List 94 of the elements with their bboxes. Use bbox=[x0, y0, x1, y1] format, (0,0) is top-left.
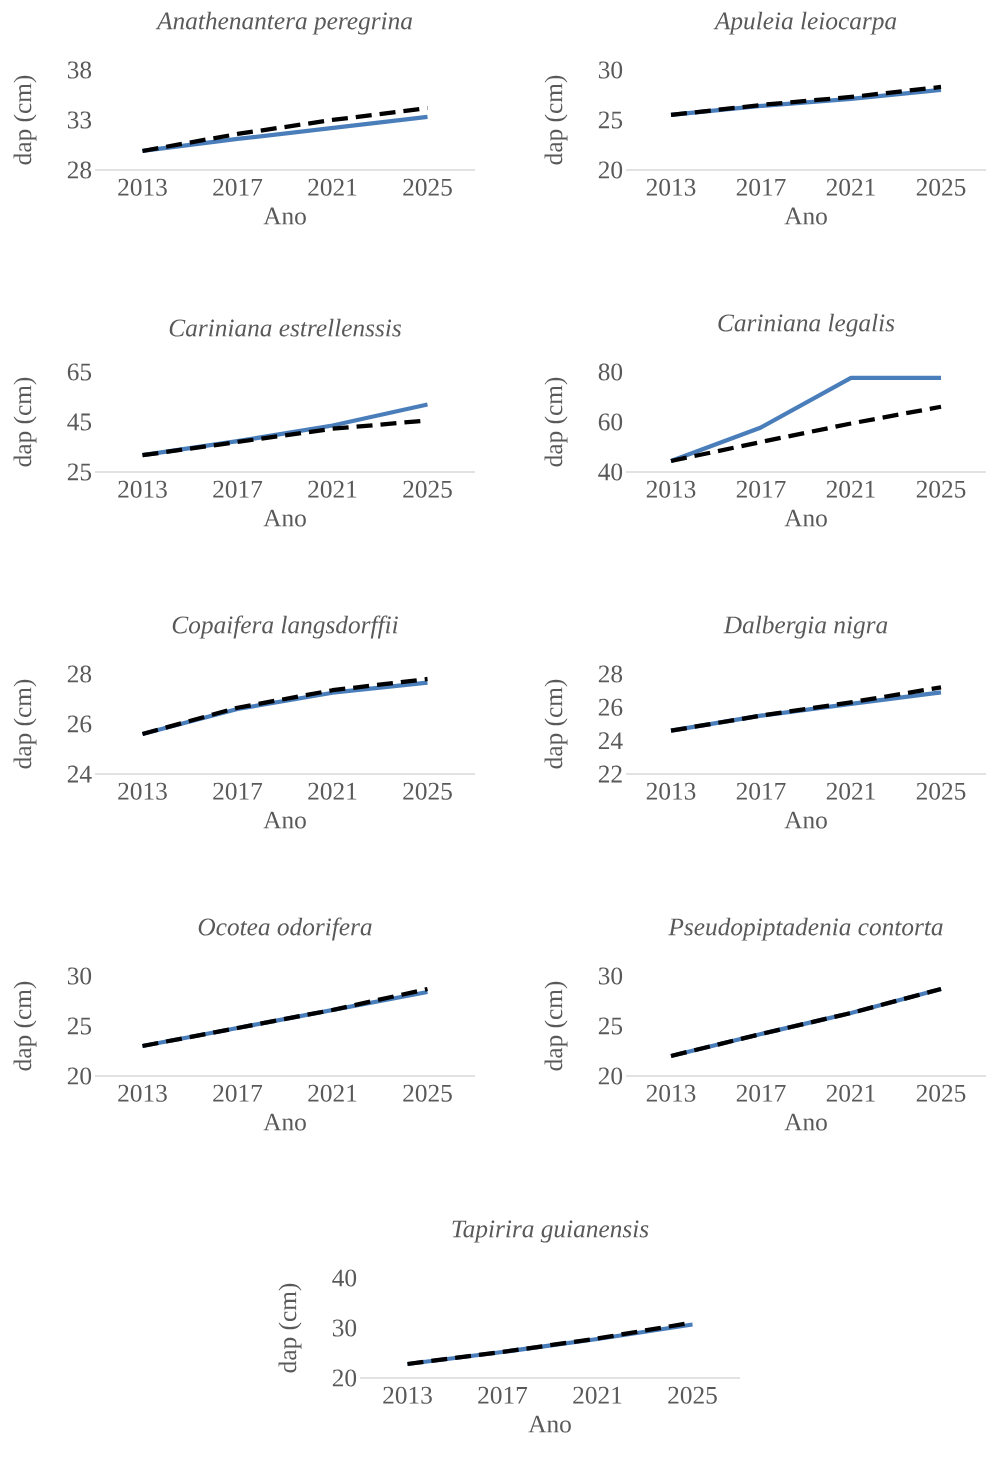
y-axis-title: dap (cm) bbox=[544, 981, 568, 1071]
y-tick-label: 25 bbox=[598, 111, 623, 129]
y-tick-label: 30 bbox=[332, 1319, 357, 1337]
x-tick-label: 2017 bbox=[213, 178, 263, 196]
x-tick-label: 2013 bbox=[383, 1386, 432, 1404]
x-tick-label: 2013 bbox=[118, 480, 167, 498]
chart-title: Anathenantera peregrina bbox=[155, 11, 412, 35]
x-tick-label: 2013 bbox=[646, 480, 696, 498]
x-axis-title: Ano bbox=[528, 1415, 571, 1433]
y-tick-label: 40 bbox=[332, 1269, 357, 1287]
y-tick-label: 28 bbox=[67, 665, 92, 683]
chart-title: Apuleia leiocarpa bbox=[713, 11, 897, 35]
x-tick-label: 2025 bbox=[403, 178, 452, 196]
x-tick-label: 2025 bbox=[403, 1084, 452, 1102]
y-axis-title: dap (cm) bbox=[544, 377, 568, 467]
y-tick-label: 22 bbox=[598, 765, 622, 783]
x-axis-title: Ano bbox=[263, 1113, 306, 1131]
x-tick-label: 2025 bbox=[916, 480, 966, 498]
x-tick-label: 2021 bbox=[308, 178, 357, 196]
x-axis-title: Ano bbox=[784, 1113, 827, 1131]
x-tick-label: 2025 bbox=[916, 178, 966, 196]
y-tick-label: 25 bbox=[67, 463, 92, 481]
x-axis-title: Ano bbox=[263, 509, 306, 527]
x-tick-label: 2017 bbox=[478, 1386, 528, 1404]
x-tick-label: 2021 bbox=[826, 782, 875, 800]
y-tick-label: 28 bbox=[598, 665, 623, 683]
y-axis-title: dap (cm) bbox=[13, 981, 37, 1071]
x-tick-label: 2021 bbox=[826, 480, 875, 498]
chart-title: Pseudopiptadenia contorta bbox=[668, 917, 943, 941]
y-axis-title: dap (cm) bbox=[544, 679, 568, 769]
x-tick-label: 2021 bbox=[826, 1084, 875, 1102]
y-tick-label: 30 bbox=[67, 967, 92, 985]
x-tick-label: 2025 bbox=[403, 480, 452, 498]
x-tick-label: 2013 bbox=[118, 178, 167, 196]
x-tick-label: 2013 bbox=[646, 1084, 696, 1102]
x-tick-label: 2025 bbox=[668, 1386, 717, 1404]
x-tick-label: 2013 bbox=[118, 782, 167, 800]
x-tick-label: 2021 bbox=[826, 178, 875, 196]
y-tick-label: 20 bbox=[598, 161, 623, 179]
y-tick-label: 80 bbox=[598, 363, 623, 381]
y-tick-label: 20 bbox=[598, 1067, 623, 1085]
y-tick-label: 30 bbox=[598, 61, 623, 79]
y-axis-title: dap (cm) bbox=[13, 377, 37, 467]
x-tick-label: 2017 bbox=[736, 178, 786, 196]
x-axis-title: Ano bbox=[263, 811, 306, 829]
line-series bbox=[668, 986, 944, 1059]
y-axis-title: dap (cm) bbox=[13, 679, 37, 769]
x-axis-title: Ano bbox=[784, 207, 827, 225]
x-tick-label: 2021 bbox=[308, 480, 357, 498]
x-tick-label: 2017 bbox=[213, 782, 263, 800]
y-tick-label: 24 bbox=[598, 732, 623, 750]
y-tick-label: 24 bbox=[67, 765, 92, 783]
x-tick-label: 2017 bbox=[736, 480, 786, 498]
x-tick-label: 2017 bbox=[736, 1084, 786, 1102]
y-tick-label: 26 bbox=[67, 715, 92, 733]
x-axis-title: Ano bbox=[784, 811, 827, 829]
y-axis-title: dap (cm) bbox=[544, 75, 568, 165]
y-tick-label: 60 bbox=[598, 413, 623, 431]
x-tick-label: 2017 bbox=[213, 1084, 263, 1102]
x-axis-title: Ano bbox=[263, 207, 306, 225]
x-tick-label: 2021 bbox=[573, 1386, 622, 1404]
chart-title: Cariniana estrellenssis bbox=[169, 318, 401, 337]
y-tick-label: 20 bbox=[67, 1067, 92, 1085]
y-axis-title: dap (cm) bbox=[13, 75, 37, 165]
x-tick-label: 2013 bbox=[118, 1084, 167, 1102]
chart-title: Copaifera langsdorffii bbox=[172, 615, 398, 639]
x-tick-label: 2017 bbox=[213, 480, 263, 498]
y-tick-label: 28 bbox=[67, 161, 92, 179]
y-tick-label: 25 bbox=[67, 1017, 92, 1035]
y-tick-label: 65 bbox=[67, 363, 92, 381]
line-series bbox=[668, 404, 944, 464]
y-tick-label: 30 bbox=[598, 967, 623, 985]
chart-title: Dalbergia nigra bbox=[723, 615, 888, 639]
y-axis-title: dap (cm) bbox=[278, 1283, 302, 1373]
x-tick-label: 2025 bbox=[403, 782, 452, 800]
y-tick-label: 33 bbox=[67, 111, 92, 129]
chart-title: Tapirira guianensis bbox=[452, 1220, 649, 1243]
x-tick-label: 2021 bbox=[308, 1084, 357, 1102]
x-tick-label: 2017 bbox=[736, 782, 786, 800]
line-series bbox=[140, 105, 430, 154]
y-tick-label: 38 bbox=[67, 61, 92, 79]
y-tick-label: 45 bbox=[67, 413, 92, 431]
x-tick-label: 2025 bbox=[916, 782, 966, 800]
chart-title: Cariniana legalis bbox=[718, 313, 895, 337]
chart-title: Ocotea odorifera bbox=[198, 917, 372, 941]
x-tick-label: 2013 bbox=[646, 782, 696, 800]
x-axis-title: Ano bbox=[784, 509, 827, 527]
y-tick-label: 20 bbox=[332, 1369, 357, 1387]
y-tick-label: 25 bbox=[598, 1017, 623, 1035]
y-tick-label: 40 bbox=[598, 463, 623, 481]
x-tick-label: 2025 bbox=[916, 1084, 966, 1102]
x-tick-label: 2021 bbox=[308, 782, 357, 800]
x-tick-label: 2013 bbox=[646, 178, 696, 196]
y-tick-label: 26 bbox=[598, 698, 623, 716]
